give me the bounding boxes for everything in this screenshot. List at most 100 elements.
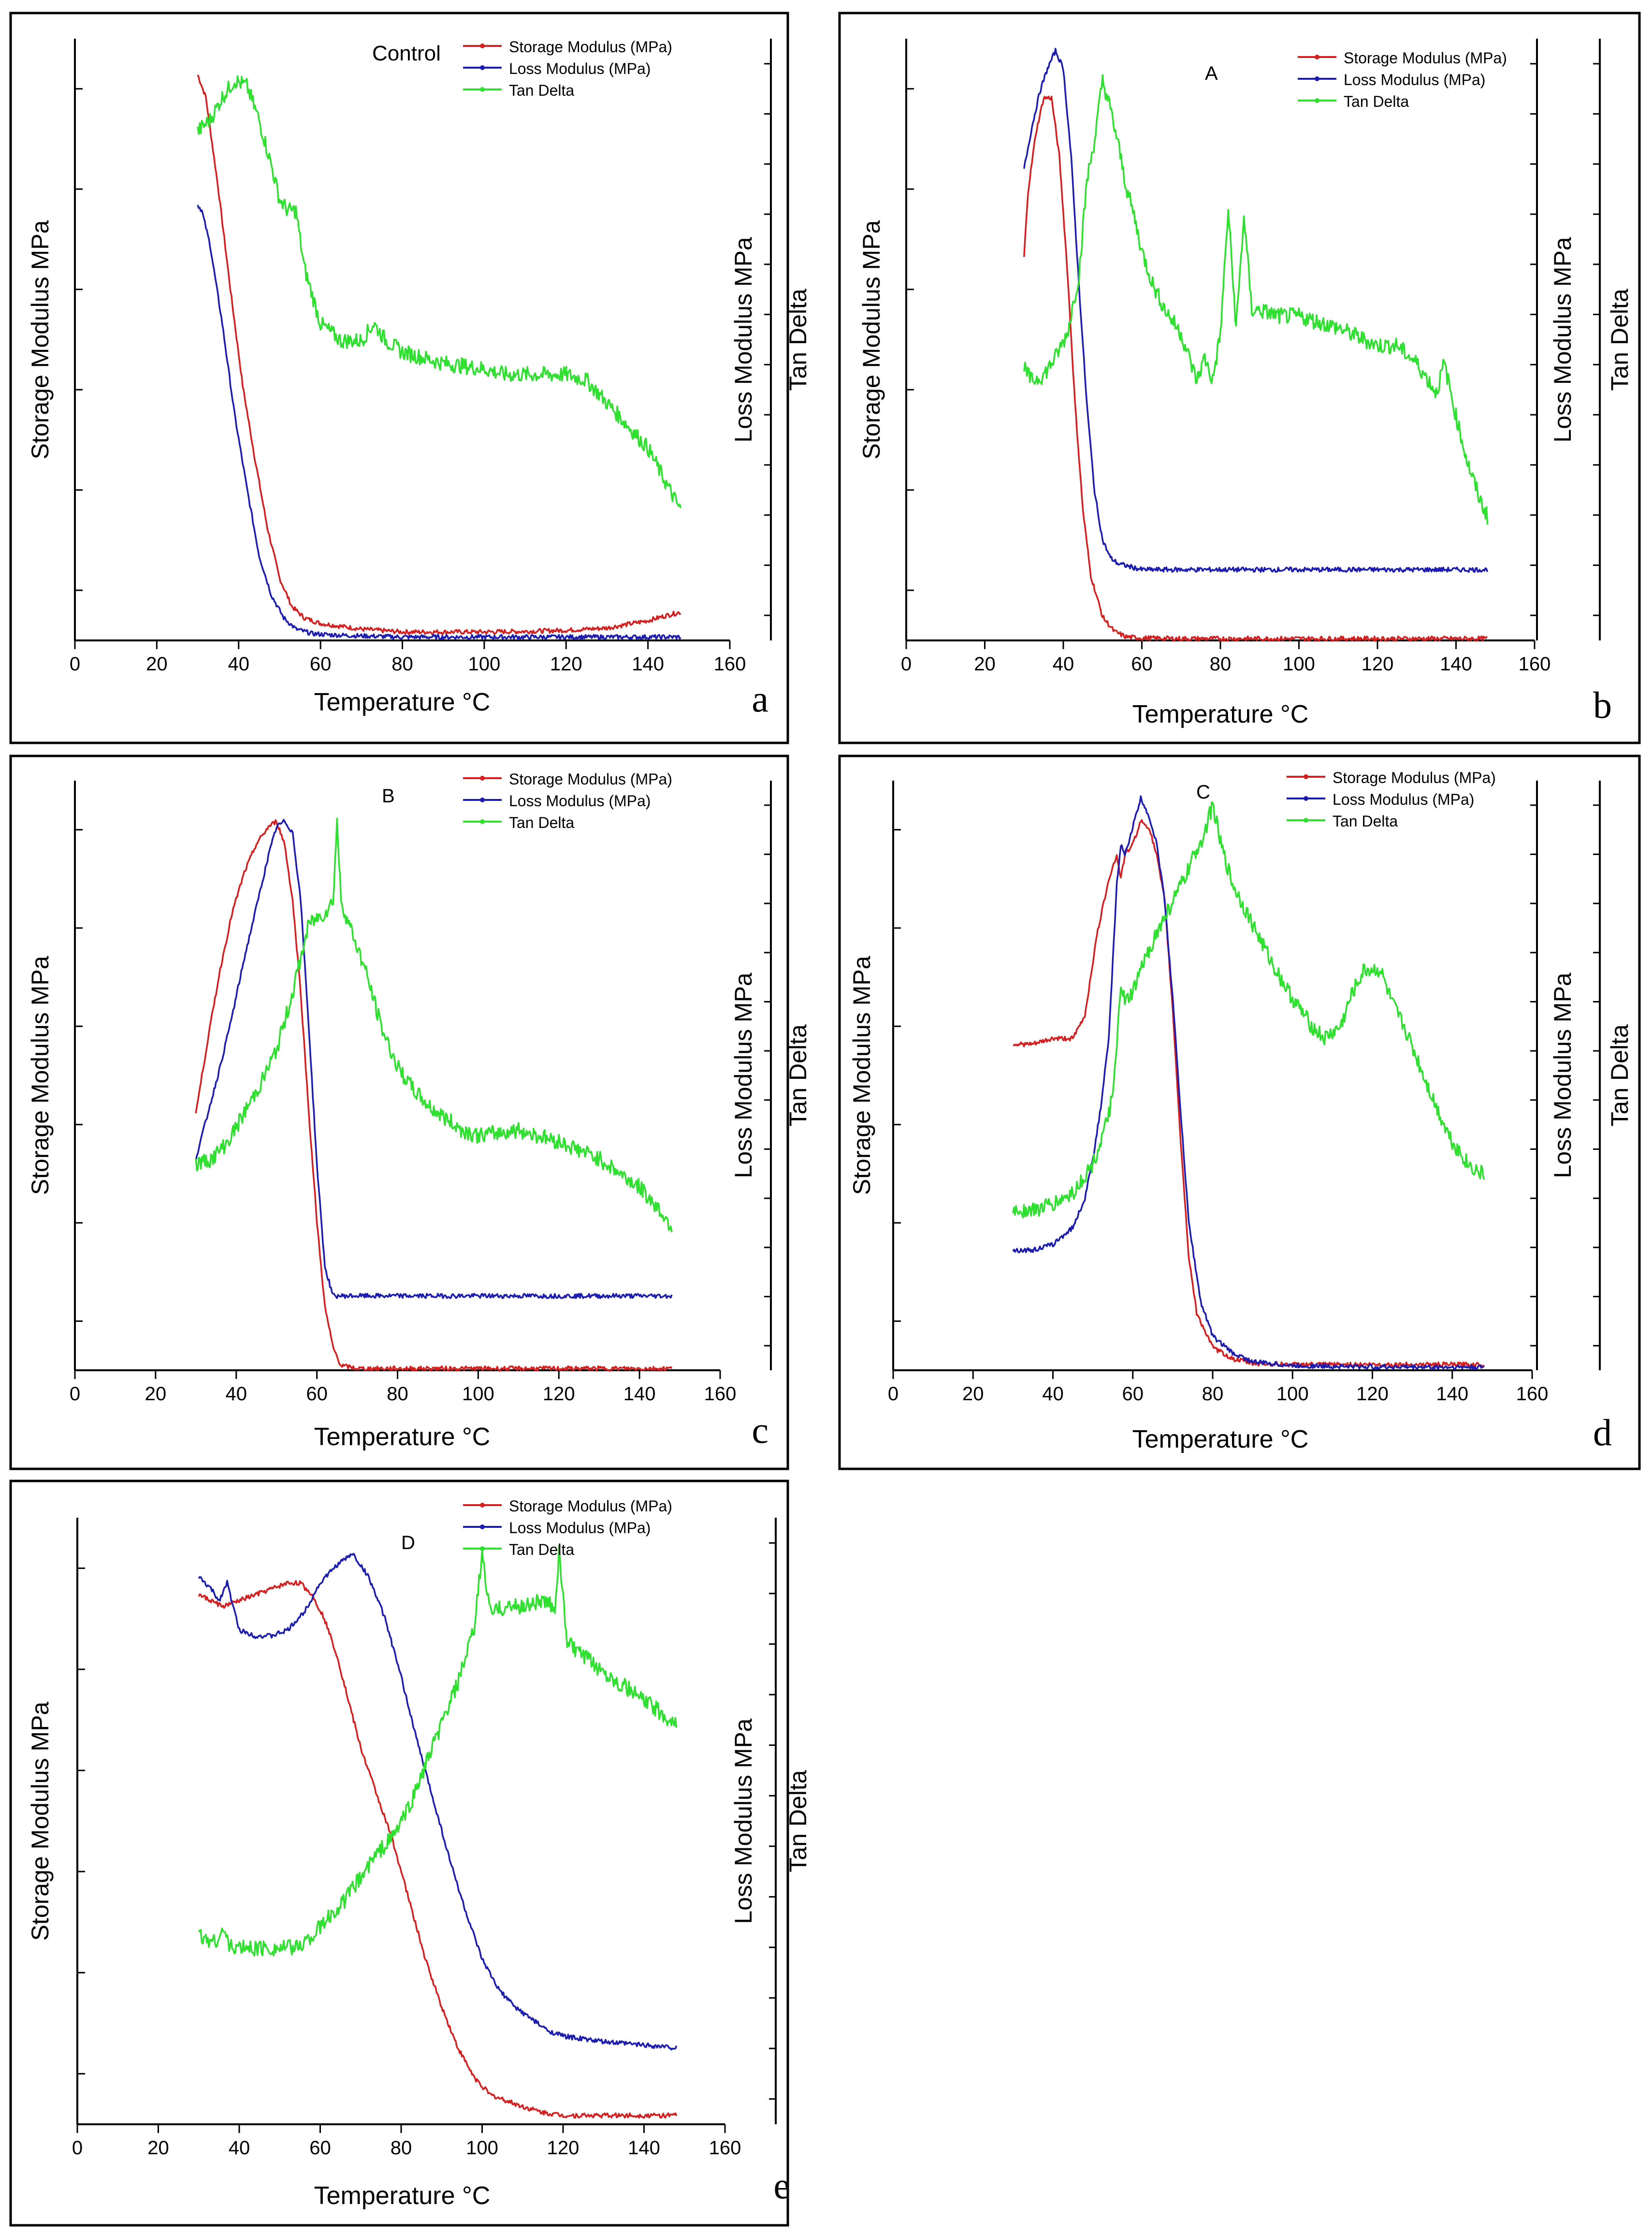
y-right-label-a: Loss Modulus MPa (730, 237, 757, 442)
x-tick-label: 40 (228, 653, 250, 675)
series-line-loss (197, 204, 681, 640)
legend-b: Storage Modulus (MPa) Loss Modulus (MPa)… (1298, 49, 1507, 110)
x-tick-label: 20 (974, 653, 996, 675)
legend-marker-loss (480, 1524, 485, 1529)
legend-label-loss: Loss Modulus (MPa) (509, 1519, 651, 1537)
series-line-storage (195, 819, 673, 1372)
x-tick-label: 80 (1210, 653, 1232, 675)
x-tick-label: 160 (704, 1383, 737, 1405)
legend-marker-loss (1304, 796, 1308, 801)
panel-d: 0 20 40 60 80 100 120 140 160 C Storage Modulus … (838, 754, 1641, 1470)
x-tick-label: 140 (623, 1383, 656, 1405)
x-tick-label: 0 (72, 2137, 83, 2159)
y-right-label-d: Loss Modulus MPa (1549, 972, 1576, 1178)
x-tick-label: 140 (628, 2137, 660, 2159)
panel-frame (838, 12, 1641, 744)
x-tick-label: 160 (1519, 653, 1551, 675)
chart-title-d: C (1196, 782, 1210, 803)
x-tick-label: 120 (543, 1383, 575, 1405)
legend-label-loss: Loss Modulus (MPa) (509, 792, 651, 810)
legend-label-storage: Storage Modulus (MPa) (1344, 49, 1507, 67)
panel-letter-e: e (773, 2164, 790, 2206)
x-tick-label: 40 (229, 2137, 250, 2159)
legend-label-storage: Storage Modulus (MPa) (509, 770, 672, 788)
x-tick-label: 120 (1356, 1383, 1389, 1405)
x-tick-label: 160 (709, 2137, 741, 2159)
x-axis-label-c: Temperature °C (314, 1423, 491, 1451)
legend-label-tan: Tan Delta (509, 1541, 574, 1558)
x-tick-label: 40 (226, 1383, 247, 1405)
x-axis-label-text: Temperature (1132, 1425, 1274, 1453)
x-tick-label: 0 (888, 1383, 898, 1405)
legend-label-storage: Storage Modulus (MPa) (509, 1497, 672, 1515)
panel-e: 0 20 40 60 80 100 120 140 160 D Storage Modulus … (9, 1480, 812, 2227)
x-tick-label: 60 (1131, 653, 1153, 675)
legend-label-storage: Storage Modulus (MPa) (1333, 769, 1496, 786)
x-tick-label: 0 (70, 1383, 80, 1405)
x-tick-label: 160 (1516, 1383, 1549, 1405)
x-tick-label: 20 (145, 1383, 167, 1405)
plot-area-b: 0 20 40 60 80 100 120 140 160 (901, 39, 1601, 675)
chart-title-c: B (382, 785, 395, 807)
x-tick-label: 20 (962, 1383, 984, 1405)
y-right-label-c: Loss Modulus MPa (730, 972, 757, 1178)
series-line-loss (1023, 47, 1489, 573)
chart-title-a: Control (372, 42, 441, 65)
y-right2-label-a: Tan Delta (784, 289, 812, 391)
x-tick-label: 100 (466, 2137, 498, 2159)
x-axis-label-e: Temperature °C (314, 2182, 491, 2210)
y-right2-label-e: Tan Delta (784, 1770, 812, 1872)
x-axis-unit: °C (1280, 700, 1308, 728)
x-tick-label: 40 (1042, 1383, 1064, 1405)
x-tick-label: 120 (550, 653, 582, 675)
series-line-storage (197, 74, 681, 635)
x-axis-label-text: Temperature (314, 688, 455, 716)
x-tick-label: 100 (1283, 653, 1315, 675)
x-tick-label: 0 (70, 653, 80, 675)
legend-a: Storage Modulus (MPa) Loss Modulus (MPa)… (463, 38, 672, 99)
x-tick-label: 120 (547, 2137, 580, 2159)
x-axis-label-text: Temperature (314, 1423, 455, 1451)
y-left-label-e: Storage Modulus MPa (27, 1701, 54, 1941)
legend-marker-storage (480, 776, 485, 781)
legend-label-tan: Tan Delta (509, 82, 574, 99)
legend-d: Storage Modulus (MPa) Loss Modulus (MPa)… (1287, 769, 1496, 830)
legend-marker-tan (480, 87, 485, 92)
x-tick-label: 100 (468, 653, 501, 675)
y-left-label-d: Storage Modulus MPa (848, 956, 875, 1195)
series-line-tan (198, 1544, 678, 1957)
series-line-storage (1023, 95, 1488, 642)
x-axis-unit: °C (1280, 1425, 1308, 1453)
x-axis-label-a: Temperature °C (314, 688, 491, 716)
legend-e: Storage Modulus (MPa) Loss Modulus (MPa)… (463, 1497, 672, 1558)
x-axis-label-text: Temperature (1132, 700, 1274, 728)
legend-marker-tan (1304, 818, 1308, 823)
x-tick-label: 100 (462, 1383, 494, 1405)
y-right-label-e: Loss Modulus MPa (730, 1718, 757, 1924)
x-tick-label: 160 (714, 653, 746, 675)
chart-title-b: A (1205, 63, 1218, 84)
legend-label-storage: Storage Modulus (MPa) (509, 38, 672, 56)
legend-marker-tan (480, 819, 485, 824)
series-line-tan (195, 817, 673, 1233)
x-tick-label: 60 (306, 1383, 328, 1405)
y-right2-label-b: Tan Delta (1606, 289, 1633, 391)
y-right2-label-d: Tan Delta (1606, 1024, 1633, 1126)
series-line-tan (1012, 801, 1485, 1219)
series-line-loss (198, 1552, 678, 2051)
x-tick-label: 120 (1362, 653, 1394, 675)
x-tick-label: 80 (387, 1383, 408, 1405)
legend-c: Storage Modulus (MPa) Loss Modulus (MPa)… (463, 770, 672, 831)
plot-area-a: 0 20 40 60 80 100 120 140 160 (70, 39, 772, 675)
x-axis-label-d: Temperature °C (1132, 1425, 1309, 1453)
panel-letter-b: b (1593, 684, 1612, 726)
panel-frame (9, 12, 789, 744)
legend-marker-loss (480, 65, 485, 70)
x-axis-label-text: Temperature (314, 2182, 455, 2210)
x-tick-label: 80 (1202, 1383, 1224, 1405)
legend-label-tan: Tan Delta (509, 814, 574, 831)
panel-a: 0 20 40 60 80 100 120 140 160 Control Storage Mo… (9, 12, 812, 744)
x-axis-unit: °C (462, 2182, 490, 2210)
series-line-loss (195, 819, 673, 1299)
